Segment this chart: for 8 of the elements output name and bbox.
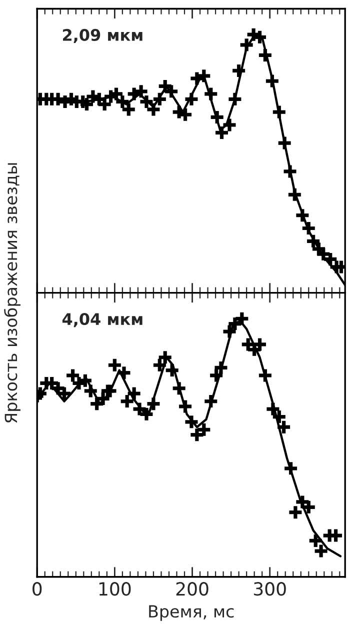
x-tick-label: 100 — [99, 582, 131, 596]
annotation: 2,09 мкм — [63, 28, 142, 44]
annotation: 4,04 мкм — [62, 312, 142, 328]
x-axis-title: Время, мс — [149, 605, 234, 621]
x-tick-label: 300 — [254, 582, 286, 596]
x-tick-label: 0 — [32, 582, 42, 596]
y-axis-title: Яркость изображения звезды — [4, 163, 20, 423]
x-tick-label: 200 — [176, 582, 208, 596]
